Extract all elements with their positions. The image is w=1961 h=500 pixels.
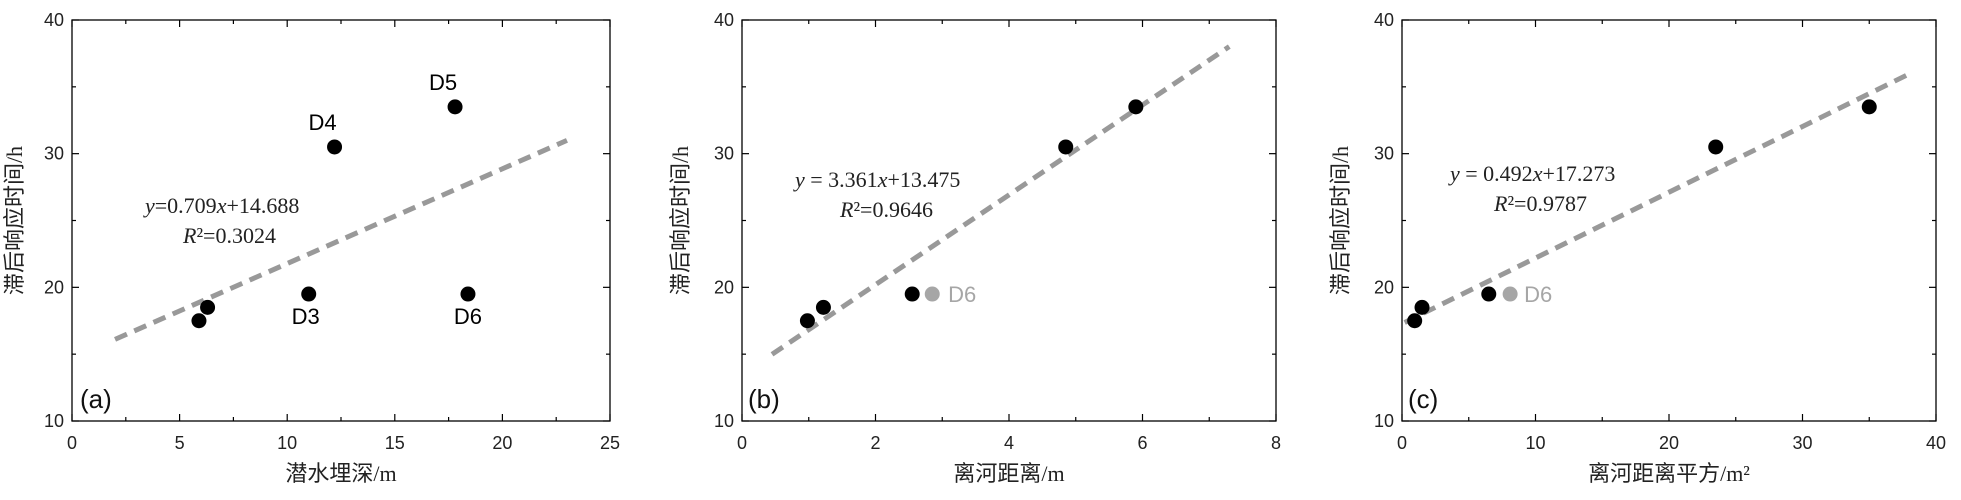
data-point [1861, 99, 1877, 115]
y-tick-label: 30 [1374, 144, 1394, 164]
y-tick-label: 40 [44, 10, 64, 30]
x-axis-title: 离河距离平方/m² [1588, 461, 1750, 486]
y-tick-label: 30 [44, 144, 64, 164]
data-point [1481, 286, 1497, 302]
data-point [1414, 299, 1430, 315]
data-point [447, 99, 463, 115]
data-point [815, 299, 831, 315]
x-tick-label: 10 [277, 433, 297, 453]
x-tick-label: 5 [175, 433, 185, 453]
panel-label: (a) [80, 384, 112, 414]
y-tick-label: 10 [44, 411, 64, 431]
regression-equation: y = 0.492x+17.273 [1448, 161, 1615, 186]
r-squared: R²=0.9787 [1493, 191, 1587, 216]
x-tick-label: 4 [1004, 433, 1014, 453]
r-squared: R²=0.9646 [839, 197, 933, 222]
x-tick-label: 25 [600, 433, 620, 453]
x-tick-label: 0 [1397, 433, 1407, 453]
regression-line [114, 138, 568, 342]
point-label: D4 [308, 110, 336, 135]
y-tick-label: 10 [1374, 411, 1394, 431]
x-tick-label: 8 [1271, 433, 1281, 453]
y-tick-label: 30 [714, 144, 734, 164]
data-point [1407, 313, 1423, 329]
point-label: D6 [1524, 282, 1552, 307]
data-point [924, 286, 940, 302]
plot-frame [1401, 19, 1937, 422]
x-tick-label: 10 [1525, 433, 1545, 453]
x-tick-label: 30 [1792, 433, 1812, 453]
y-tick-label: 40 [1374, 10, 1394, 30]
panel-label: (c) [1408, 384, 1438, 414]
point-label: D6 [454, 304, 482, 329]
data-point [1708, 139, 1724, 155]
y-axis-title: 滞后响应时间/h [1328, 146, 1353, 295]
x-tick-label: 0 [67, 433, 77, 453]
regression-line [770, 44, 1231, 357]
data-point [1058, 139, 1074, 155]
data-point [460, 286, 476, 302]
plot-frame [741, 19, 1277, 422]
x-tick-label: 0 [737, 433, 747, 453]
data-point [200, 299, 216, 315]
data-point [799, 313, 815, 329]
x-tick-label: 20 [492, 433, 512, 453]
data-point [1502, 286, 1518, 302]
x-tick-label: 20 [1659, 433, 1679, 453]
data-point [327, 139, 343, 155]
y-tick-label: 40 [714, 10, 734, 30]
data-point [191, 313, 207, 329]
x-tick-label: 6 [1137, 433, 1147, 453]
y-tick-label: 20 [44, 277, 64, 297]
y-axis-title: 滞后响应时间/h [668, 146, 693, 295]
x-tick-label: 15 [385, 433, 405, 453]
regression-line [1403, 71, 1911, 325]
point-label: D3 [292, 304, 320, 329]
regression-equation: y = 3.361x+13.475 [793, 167, 960, 192]
x-tick-label: 2 [870, 433, 880, 453]
x-axis-title: 潜水埋深/m [285, 461, 396, 486]
x-tick-label: 40 [1926, 433, 1946, 453]
y-axis-title: 滞后响应时间/h [2, 146, 27, 295]
point-label: D5 [429, 70, 457, 95]
panel-b: 0 2 4 6 8 10 20 30 40 离河距离/m 滞后响应时间/h D6 y = 3.361x+… [668, 10, 1281, 486]
panel-label: (b) [748, 384, 780, 414]
data-point [904, 286, 920, 302]
y-tick-label: 20 [1374, 277, 1394, 297]
y-tick-label: 20 [714, 277, 734, 297]
panel-a: 0 5 10 15 20 25 10 20 30 40 潜水埋深/m 滞后响应时间/h D3 D4 D5 D6… [2, 10, 620, 486]
y-tick-label: 10 [714, 411, 734, 431]
regression-equation: y=0.709x+14.688 [143, 193, 299, 218]
plot-frame [71, 19, 611, 422]
x-axis-title: 离河距离/m [953, 461, 1064, 486]
data-point [301, 286, 317, 302]
data-point [1128, 99, 1144, 115]
point-label: D6 [948, 282, 976, 307]
r-squared: R²=0.3024 [182, 223, 276, 248]
